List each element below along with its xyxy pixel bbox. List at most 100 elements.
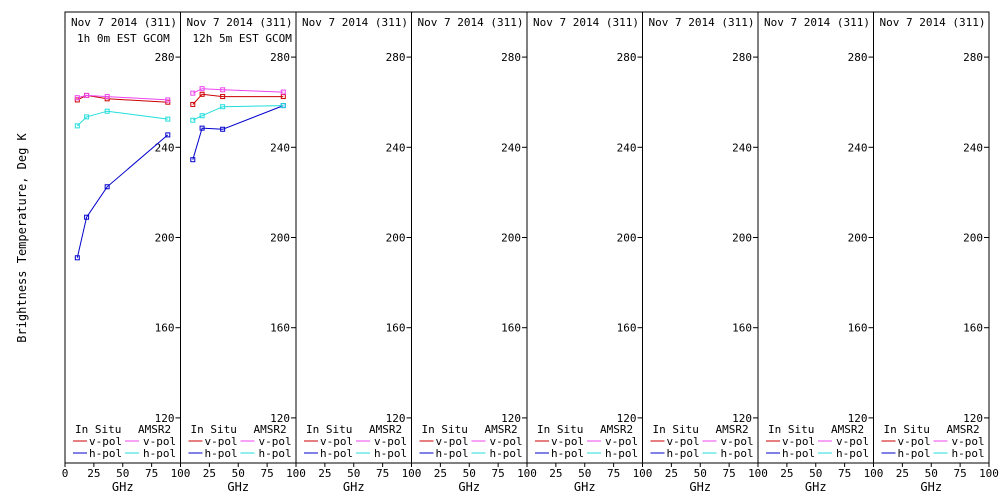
legend-label-in-situ-v: v-pol [436,435,469,448]
x-axis-label: GHz [920,480,942,494]
y-tick-label: 280 [617,51,637,64]
legend-label-amsr2-h: h-pol [143,447,176,460]
y-tick-label: 160 [386,322,406,335]
y-tick-label: 200 [386,232,406,245]
legend-amsr2-header: AMSR2 [600,423,633,436]
x-tick-label: 100 [517,467,537,480]
series-point [220,126,226,132]
y-tick-label: 280 [848,51,868,64]
legend-label-in-situ-v: v-pol [205,435,238,448]
y-tick-label: 240 [386,141,406,154]
series-point [190,157,196,163]
legend-label-amsr2-v: v-pol [605,435,638,448]
y-tick-label: 280 [386,51,406,64]
y-tick-label: 160 [617,322,637,335]
y-tick-label: 240 [963,141,983,154]
y-tick-label: 200 [848,232,868,245]
series-point [199,91,205,97]
series-point [199,125,205,131]
panel-title: Nov 7 2014 (311) [764,16,870,29]
y-tick-label: 200 [270,232,290,245]
x-tick-label: 25 [780,467,793,480]
y-tick-label: 160 [848,322,868,335]
series-point [84,114,90,120]
y-tick-label: 120 [848,412,868,425]
x-tick-label: 75 [838,467,851,480]
x-tick-label: 100 [748,467,768,480]
y-tick-label: 240 [732,141,752,154]
y-tick-label: 120 [501,412,521,425]
x-tick-label: 25 [87,467,100,480]
y-tick-label: 120 [270,412,290,425]
y-tick-label: 200 [501,232,521,245]
x-tick-label: 75 [376,467,389,480]
y-tick-label: 160 [963,322,983,335]
series-point [104,184,110,190]
y-tick-label: 200 [155,232,175,245]
series-line [77,94,168,101]
legend-in-situ-header: In Situ [306,423,352,436]
legend-in-situ-header: In Situ [884,423,930,436]
legend-label-in-situ-v: v-pol [667,435,700,448]
y-axis-label: Brightness Temperature, Deg K [15,132,29,342]
x-tick-label: 25 [896,467,909,480]
series-point [74,255,80,261]
legend-label-amsr2-v: v-pol [836,435,869,448]
legend-label-amsr2-v: v-pol [374,435,407,448]
series-point [84,214,90,220]
legend-label-amsr2-v: v-pol [952,435,985,448]
x-tick-label: 50 [463,467,476,480]
legend-label-in-situ-h: h-pol [898,447,931,460]
legend-label-amsr2-h: h-pol [490,447,523,460]
series-line [192,105,284,160]
panel-subtitle: 1h 0m EST GCOM [77,32,170,45]
x-axis-label: GHz [574,480,596,494]
series-point [165,132,171,138]
panel-title: Nov 7 2014 (311) [649,16,755,29]
legend-label-in-situ-v: v-pol [320,435,353,448]
x-tick-label: 75 [954,467,967,480]
y-tick-label: 160 [270,322,290,335]
y-tick-label: 120 [732,412,752,425]
y-tick-label: 280 [155,51,175,64]
panels-group: Nov 7 2014 (311) 1h 0m EST GCOM 120 160 200 2… [62,11,999,494]
legend-label-amsr2-v: v-pol [721,435,754,448]
legend-amsr2-header: AMSR2 [947,423,980,436]
series-point [190,101,196,107]
x-tick-label: 0 [62,467,69,480]
x-tick-label: 100 [286,467,306,480]
y-tick-label: 160 [501,322,521,335]
y-tick-label: 200 [617,232,637,245]
legend-label-amsr2-v: v-pol [259,435,292,448]
legend-amsr2-header: AMSR2 [369,423,402,436]
legend-label-in-situ-h: h-pol [89,447,122,460]
panel-title: Nov 7 2014 (311) [533,16,639,29]
series-point [74,95,80,101]
x-tick-label: 50 [809,467,822,480]
y-tick-label: 120 [963,412,983,425]
x-tick-label: 50 [694,467,707,480]
legend-label-in-situ-h: h-pol [320,447,353,460]
x-tick-label: 25 [434,467,447,480]
x-tick-label: 50 [347,467,360,480]
legend-label-amsr2-h: h-pol [721,447,754,460]
panel-3: Nov 7 2014 (311) 120 160 200 240 280 25 50 75 100… [295,11,421,494]
y-tick-label: 200 [963,232,983,245]
panel-7: Nov 7 2014 (311) 120 160 200 240 280 25 50 75 100… [757,11,883,494]
x-tick-label: 25 [318,467,331,480]
x-axis-label: GHz [343,480,365,494]
panel-4: Nov 7 2014 (311) 120 160 200 240 280 25 50 75 100… [411,11,537,494]
legend-label-amsr2-v: v-pol [143,435,176,448]
legend-in-situ-header: In Situ [537,423,583,436]
legend-amsr2-header: AMSR2 [254,423,287,436]
x-tick-label: 75 [607,467,620,480]
series-point [190,117,196,123]
x-tick-label: 75 [261,467,274,480]
legend-label-amsr2-h: h-pol [259,447,292,460]
panel-1: Nov 7 2014 (311) 1h 0m EST GCOM 120 160 200 2… [62,11,190,494]
